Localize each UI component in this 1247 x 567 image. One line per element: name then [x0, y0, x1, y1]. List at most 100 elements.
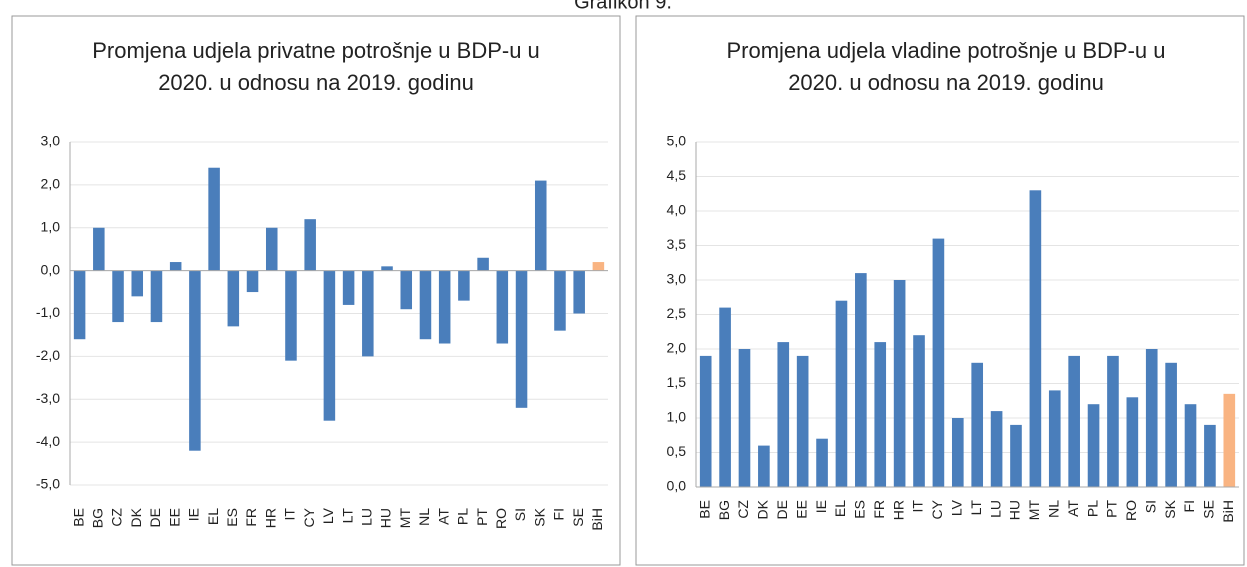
x-tick-label: LU: [359, 508, 375, 526]
bar: [874, 342, 887, 487]
bar: [990, 411, 1003, 487]
bar: [458, 270, 470, 301]
x-tick-label: BE: [696, 500, 712, 519]
x-tick-label: SK: [1162, 499, 1178, 518]
bar: [1165, 362, 1177, 487]
bar: [719, 307, 731, 487]
y-tick-label: 1,0: [41, 218, 61, 234]
bar: [362, 270, 374, 357]
bar: [150, 270, 163, 323]
y-tick-label: 0,0: [41, 261, 61, 277]
bar: [951, 418, 964, 487]
x-tick-label: EL: [832, 500, 848, 517]
bar: [208, 167, 220, 271]
y-tick-label: -4,0: [36, 433, 60, 449]
bar: [971, 362, 984, 487]
bar: [855, 273, 867, 487]
bar: [932, 238, 945, 487]
bar: [699, 355, 712, 487]
x-tick-label: FR: [243, 508, 259, 527]
y-tick-label: 1,0: [667, 409, 687, 425]
x-tick-label: EL: [205, 508, 221, 525]
bar: [73, 270, 86, 340]
bar: [304, 219, 316, 271]
y-tick-label: 3,0: [41, 133, 61, 149]
bar: [573, 270, 585, 314]
x-tick-label: HU: [378, 508, 394, 528]
y-tick-label: 2,0: [41, 176, 61, 192]
bar: [1145, 349, 1158, 487]
chart-title: 2020. u odnosu na 2019. godinu: [788, 70, 1104, 95]
x-tick-label: HR: [262, 508, 278, 528]
bar: [227, 270, 240, 327]
bar: [1107, 355, 1119, 487]
y-tick-label: 4,0: [667, 202, 687, 218]
caption: Grafikon 9.: [574, 0, 672, 13]
bar: [796, 355, 809, 487]
bar: [419, 270, 432, 340]
x-tick-label: IT: [910, 500, 926, 513]
y-tick-label: 0,5: [667, 443, 687, 459]
bar: [1184, 404, 1197, 487]
x-tick-label: SE: [1201, 500, 1217, 519]
bar: [265, 227, 278, 271]
bar: [777, 342, 790, 487]
x-tick-label: PT: [1104, 500, 1120, 518]
x-tick-label: SI: [1142, 500, 1158, 513]
x-tick-label: LV: [320, 507, 336, 524]
y-tick-label: 2,5: [667, 305, 687, 321]
bar: [1048, 390, 1061, 487]
bar: [534, 180, 547, 271]
x-tick-label: LT: [968, 500, 984, 516]
x-tick-label: BG: [90, 508, 106, 528]
x-tick-label: BE: [70, 508, 86, 527]
x-tick-label: ES: [852, 500, 868, 519]
x-tick-label: DK: [755, 499, 771, 519]
x-tick-label: ES: [224, 508, 240, 527]
x-tick-label: PL: [455, 508, 471, 525]
x-tick-label: RO: [493, 508, 509, 529]
x-tick-label: IT: [282, 508, 298, 521]
bar: [1068, 355, 1080, 487]
y-tick-label: 4,5: [667, 167, 687, 183]
bar: [816, 438, 828, 487]
x-tick-label: BiH: [589, 508, 605, 531]
bar: [285, 270, 297, 361]
x-tick-label: MT: [1026, 500, 1042, 521]
x-tick-label: FI: [1181, 500, 1197, 512]
x-tick-label: LU: [987, 500, 1003, 518]
x-tick-label: CZ: [735, 500, 751, 519]
x-tick-label: BiH: [1220, 500, 1236, 523]
x-tick-label: SE: [570, 508, 586, 527]
x-tick-label: BG: [716, 500, 732, 520]
y-tick-label: 5,0: [667, 133, 687, 149]
bar: [913, 335, 925, 487]
bar: [1010, 424, 1022, 487]
bar: [1126, 397, 1139, 487]
x-tick-label: DK: [128, 507, 144, 527]
x-tick-label: SI: [512, 508, 528, 521]
bar: [93, 227, 105, 271]
x-tick-label: CY: [301, 507, 317, 527]
bar: [169, 262, 182, 271]
y-tick-label: -3,0: [36, 390, 60, 406]
x-tick-label: IE: [186, 508, 202, 521]
x-tick-label: FI: [551, 508, 567, 520]
x-tick-label: DE: [774, 500, 790, 519]
x-tick-label: PT: [474, 508, 490, 526]
bar: [738, 349, 751, 487]
bar: [554, 270, 566, 331]
x-tick-label: PL: [1084, 500, 1100, 517]
chart-title: Promjena udjela vladine potrošnje u BDP-…: [726, 38, 1165, 63]
bar: [323, 270, 336, 421]
bar: [515, 270, 528, 408]
x-tick-label: HU: [1007, 500, 1023, 520]
bar: [477, 257, 489, 271]
x-tick-label: CZ: [109, 508, 125, 527]
x-tick-label: IE: [813, 500, 829, 513]
x-tick-label: MT: [397, 508, 413, 529]
y-tick-label: 3,5: [667, 236, 687, 252]
y-tick-label: 3,0: [667, 271, 687, 287]
y-tick-label: -2,0: [36, 347, 60, 363]
